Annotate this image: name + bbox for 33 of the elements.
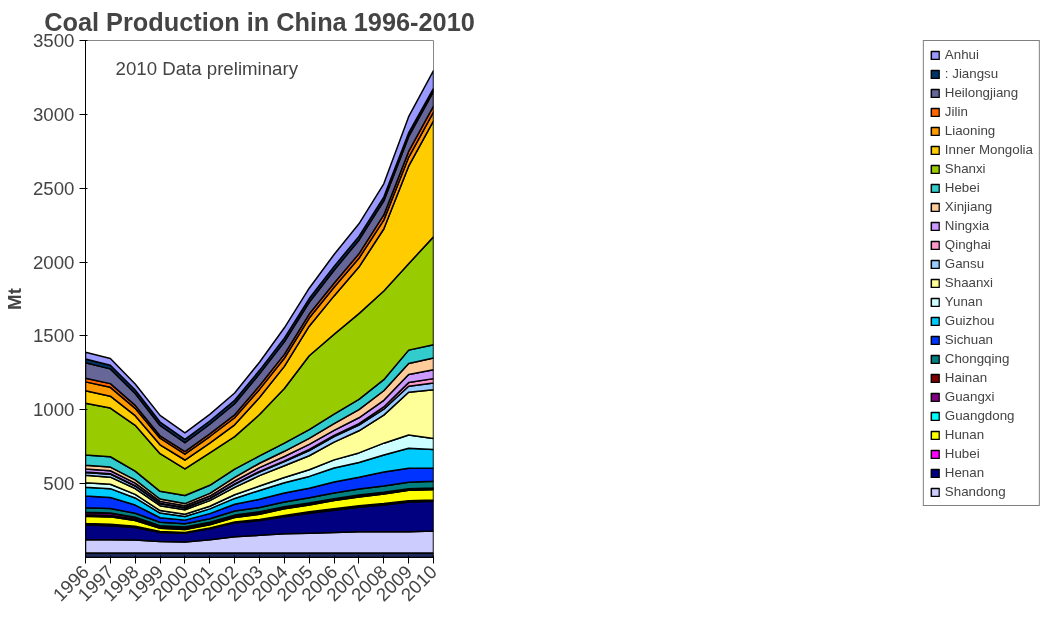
annotation: 2010 Data preliminary — [115, 58, 299, 80]
legend-label: Chongqing — [944, 351, 1010, 366]
legend-label: : Jiangsu — [944, 66, 999, 81]
legend-label: Ningxia — [944, 218, 990, 233]
legend-label: Shaanxi — [944, 275, 993, 290]
legend-label: Inner Mongolia — [944, 142, 1033, 157]
legend-label: Hainan — [944, 370, 988, 385]
legend-label: Guizhou — [944, 313, 995, 328]
y-tick-label: 3000 — [33, 103, 75, 125]
y-axis-title: Mt — [4, 288, 25, 310]
legend-label: Shandong — [944, 484, 1006, 499]
legend-label: Hubei — [944, 446, 980, 461]
y-tick-label: 2500 — [33, 177, 75, 199]
legend-label: Yunan — [944, 294, 983, 309]
legend-label: Liaoning — [944, 123, 996, 138]
legend-label: Guangxi — [944, 389, 995, 404]
legend-label: Shanxi — [944, 161, 986, 176]
y-tick-label: 3500 — [33, 30, 75, 51]
legend-label: Jilin — [944, 104, 968, 119]
y-tick-label: 1500 — [33, 325, 75, 347]
legend-label: Xinjiang — [944, 199, 993, 214]
y-tick-label: 1000 — [33, 399, 75, 421]
legend-label: Qinghai — [944, 237, 991, 252]
legend-label: Anhui — [944, 47, 979, 62]
y-tick-label: 500 — [43, 473, 75, 495]
legend-label: Hunan — [944, 427, 985, 442]
legend-label: Heilongjiang — [944, 85, 1019, 100]
legend-label: Gansu — [944, 256, 985, 271]
y-tick-label: 2000 — [33, 251, 75, 273]
legend-label: Henan — [944, 465, 985, 480]
legend-label: Sichuan — [944, 332, 993, 347]
legend-label: Guangdong — [944, 408, 1015, 423]
legend-label: Hebei — [944, 180, 980, 195]
